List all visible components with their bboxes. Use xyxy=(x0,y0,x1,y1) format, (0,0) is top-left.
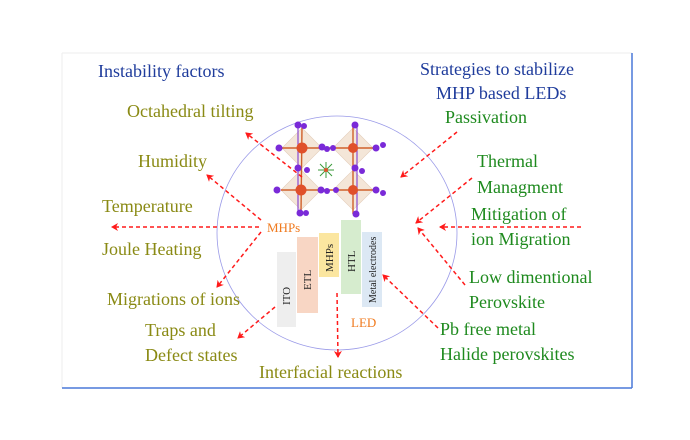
factor-temperature: Temperature xyxy=(102,196,193,216)
layer-etl xyxy=(297,237,318,313)
factor-traps-line1: Traps and xyxy=(145,320,216,340)
strategy-low-dim-line1: Low dimentional xyxy=(469,267,592,287)
factor-humidity: Humidity xyxy=(138,151,207,171)
factor-migration: Migrations of ions xyxy=(107,289,240,309)
layer-ito xyxy=(277,252,296,327)
layer-metal-electrodes xyxy=(362,232,382,307)
arrow-low-dim xyxy=(417,227,466,286)
organic-cation-icon xyxy=(318,162,334,178)
arrow-migration xyxy=(216,231,262,288)
led-device-stack: ITO ETL MHPs HTL Metal electrodes xyxy=(277,220,382,327)
factor-octahedral: Octahedral tilting xyxy=(127,101,253,121)
arrow-pb-free xyxy=(382,274,439,329)
arrow-humidity xyxy=(206,174,262,221)
factor-joule: Joule Heating xyxy=(102,239,201,259)
factor-interfacial: Interfacial reactions xyxy=(259,362,402,382)
strategy-thermal-line1: Thermal xyxy=(477,151,538,171)
strategy-pb-free-line1: Pb free metal xyxy=(440,319,536,339)
led-label: LED xyxy=(351,315,376,330)
layer-mhps xyxy=(319,233,339,277)
strategies-title-line1: Strategies to stabilize xyxy=(420,59,574,79)
strategy-low-dim-line2: Perovskite xyxy=(469,292,545,312)
arrows xyxy=(111,131,581,358)
layer-label-mhps: MHPs xyxy=(324,244,336,272)
mhps-label: MHPs xyxy=(267,220,300,235)
arrow-passivation xyxy=(400,131,458,178)
perovskite-crystal-icon xyxy=(273,121,386,218)
instability-title: Instability factors xyxy=(98,61,224,81)
arrow-interfacial xyxy=(333,292,342,358)
arrow-octahedral xyxy=(245,132,303,178)
strategies-title-line2: MHP based LEDs xyxy=(436,83,566,103)
arrow-thermal xyxy=(415,177,473,224)
strategy-pb-free-line2: Halide perovskites xyxy=(440,344,574,364)
layer-label-etl: ETL xyxy=(302,270,314,290)
strategy-thermal-line2: Managment xyxy=(477,177,563,197)
center-circle xyxy=(216,115,458,351)
strategy-mitigation-line2: ion Migration xyxy=(471,229,571,249)
strategy-mitigation-line1: Mitigation of xyxy=(471,204,567,224)
strategy-passivation: Passivation xyxy=(445,107,527,127)
arrow-traps xyxy=(237,306,276,339)
layer-label-ito: ITO xyxy=(281,287,293,305)
layer-htl xyxy=(341,220,361,294)
factor-traps-line2: Defect states xyxy=(145,345,237,365)
layer-label-metal-electrodes: Metal electrodes xyxy=(368,237,379,303)
layer-label-htl: HTL xyxy=(346,250,358,272)
